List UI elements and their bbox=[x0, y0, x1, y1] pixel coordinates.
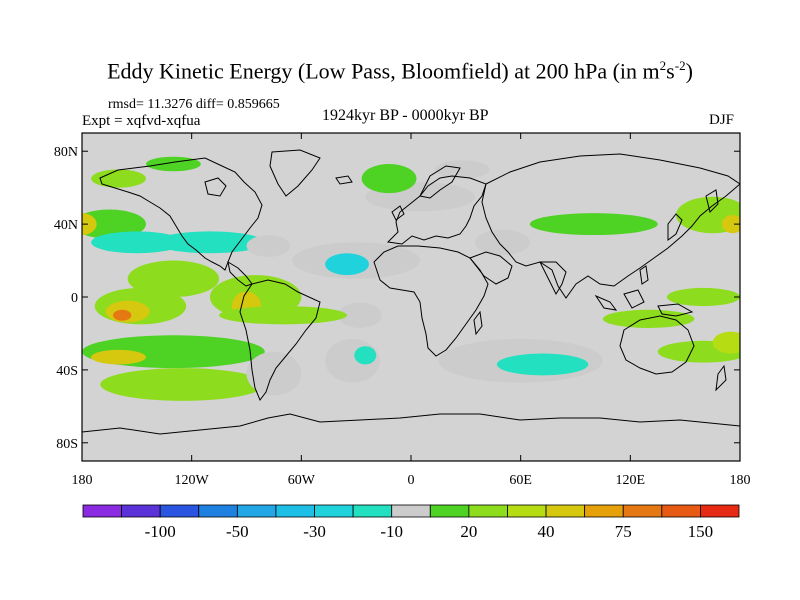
colorbar-box bbox=[121, 504, 161, 518]
coastline-arabia bbox=[469, 251, 513, 285]
coastlines bbox=[82, 149, 740, 435]
colorbar-box bbox=[622, 504, 663, 518]
coastline-central-america bbox=[227, 260, 253, 287]
anomaly-region bbox=[712, 331, 740, 354]
x-tick-label: 60E bbox=[509, 473, 532, 488]
anomaly-region bbox=[354, 346, 377, 365]
coastline-japan bbox=[667, 213, 683, 241]
anomaly-region bbox=[325, 253, 369, 276]
anomaly-region bbox=[145, 156, 201, 172]
colorbar-box bbox=[314, 504, 354, 518]
coastline-iceland bbox=[335, 175, 353, 185]
colorbar-label: -30 bbox=[303, 522, 326, 541]
colorbar-box bbox=[700, 504, 740, 518]
season-label: DJF bbox=[709, 112, 735, 128]
anomaly-region bbox=[219, 306, 348, 325]
colorbar-box bbox=[429, 504, 470, 518]
colorbar-box bbox=[545, 504, 586, 518]
coastline-madagascar bbox=[473, 310, 483, 336]
colorbar-box bbox=[352, 504, 393, 518]
anomaly-region bbox=[602, 309, 695, 328]
anomaly-region bbox=[91, 231, 183, 254]
colorbar-label: -10 bbox=[380, 522, 403, 541]
coastline-british-isles bbox=[391, 205, 405, 221]
title-superscript-1: 2 bbox=[659, 58, 667, 73]
anomaly-region bbox=[127, 260, 220, 297]
x-tick-label: 120E bbox=[616, 473, 646, 488]
anomaly-region bbox=[529, 213, 658, 236]
colorbar-box bbox=[661, 504, 701, 518]
anomaly-region bbox=[91, 349, 146, 365]
anomaly-region bbox=[666, 287, 740, 307]
colorbar-box bbox=[584, 504, 624, 518]
x-tick-label: 60W bbox=[288, 473, 316, 488]
anomaly-region bbox=[100, 368, 265, 401]
y-tick-label: 80S bbox=[56, 437, 78, 452]
x-tick-label: 180 bbox=[72, 473, 93, 488]
coastline-north-america bbox=[99, 157, 263, 271]
colorbar-box bbox=[507, 504, 547, 518]
axis-ticks: 180 120W 60W 0 60E 120E 180 80N 40N 0 40S 80S bbox=[54, 133, 751, 488]
colorbar-box bbox=[468, 504, 508, 518]
anomaly-region bbox=[721, 215, 740, 234]
colorbar-box bbox=[275, 504, 315, 518]
title-main-text: Eddy Kinetic Energy (Low Pass, Bloomfiel… bbox=[107, 58, 660, 84]
anomaly-region bbox=[434, 160, 490, 179]
y-tick-label: 40N bbox=[54, 218, 78, 233]
anomaly-region bbox=[337, 302, 382, 328]
colorbar-label: -50 bbox=[226, 522, 249, 541]
colorbar-box bbox=[198, 504, 238, 518]
coastline-philippines bbox=[639, 265, 649, 285]
coastline-asia bbox=[481, 153, 740, 299]
coastline-kamchatka bbox=[705, 189, 719, 213]
title-end-text: ) bbox=[685, 58, 693, 84]
x-tick-label: 180 bbox=[730, 473, 751, 488]
colorbar-label: 20 bbox=[460, 522, 477, 541]
anomaly-region bbox=[361, 163, 417, 194]
colorbar-label: -100 bbox=[145, 522, 176, 541]
anomaly-region bbox=[474, 229, 530, 256]
title-mid-text: s bbox=[666, 58, 675, 84]
coastline-india bbox=[539, 261, 567, 296]
coastline-greenland bbox=[269, 149, 321, 197]
coastline-hudson-bay bbox=[204, 177, 227, 197]
anomaly-region bbox=[113, 309, 132, 321]
coastline-borneo bbox=[623, 289, 645, 309]
x-tick-label: 120W bbox=[175, 473, 210, 488]
colorbar-label: 75 bbox=[615, 522, 632, 541]
coastline-africa bbox=[373, 245, 489, 357]
colorbar-box bbox=[82, 504, 122, 518]
anomaly-region bbox=[91, 169, 146, 188]
y-tick-label: 80N bbox=[54, 145, 78, 160]
title-superscript-2: -2 bbox=[674, 58, 686, 73]
anomaly-region bbox=[82, 213, 97, 236]
period-label: 1924kyr BP - 0000kyr BP bbox=[322, 107, 489, 124]
y-tick-label: 0 bbox=[71, 291, 78, 306]
coastline-europe bbox=[386, 175, 487, 245]
coastline-new-zealand bbox=[715, 364, 727, 392]
coastline-australia bbox=[619, 315, 695, 375]
colorbar: -100 -50 -30 -10 20 40 75 150 bbox=[82, 504, 740, 541]
rmsd-stats: rmsd= 11.3276 diff= 0.859665 bbox=[108, 97, 280, 112]
experiment-label: Expt = xqfvd-xqfua bbox=[82, 113, 201, 129]
y-tick-label: 40S bbox=[56, 364, 78, 379]
colorbar-label: 40 bbox=[538, 522, 555, 541]
anomaly-region bbox=[246, 235, 291, 257]
x-tick-label: 0 bbox=[408, 473, 415, 488]
anomaly-region bbox=[246, 351, 302, 396]
coastline-south-america bbox=[239, 279, 321, 401]
coastline-scandinavia bbox=[419, 165, 461, 199]
colorbar-label: 150 bbox=[688, 522, 714, 541]
coastline-antarctica bbox=[82, 413, 740, 435]
coastline-new-guinea bbox=[657, 303, 694, 317]
colorbar-box bbox=[236, 504, 277, 518]
anomaly-region bbox=[496, 353, 589, 376]
anomaly-region bbox=[82, 209, 146, 239]
colorbar-box bbox=[391, 504, 431, 518]
colorbar-box bbox=[159, 504, 200, 518]
plot-title: Eddy Kinetic Energy (Low Pass, Bloomfiel… bbox=[0, 58, 800, 84]
coastline-sumatra bbox=[594, 294, 618, 311]
